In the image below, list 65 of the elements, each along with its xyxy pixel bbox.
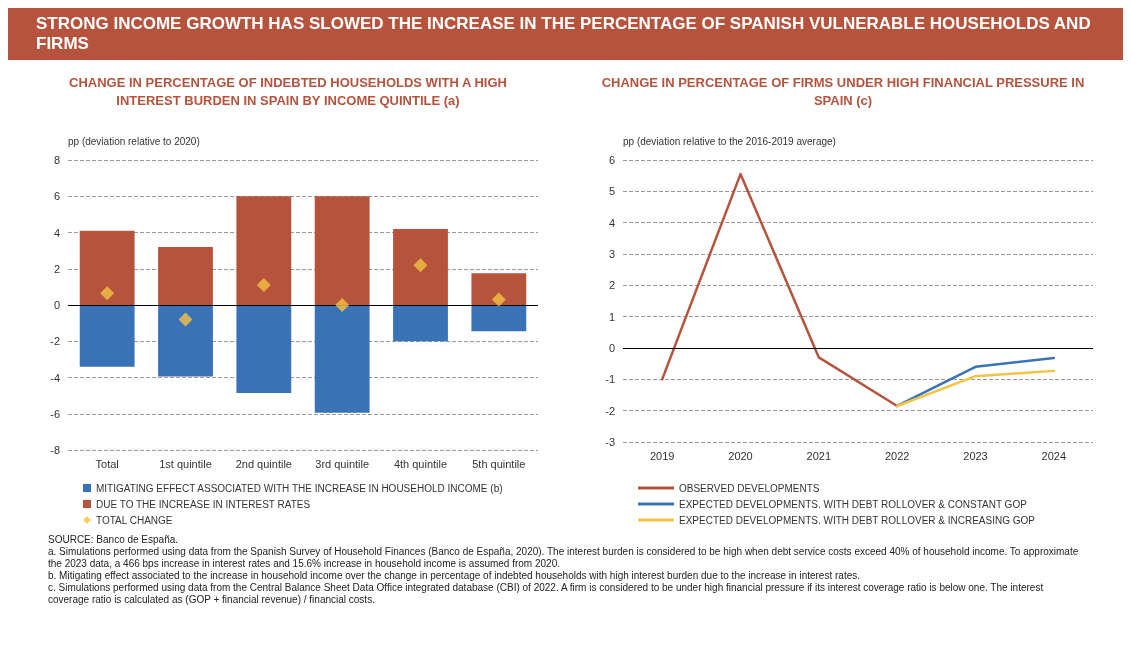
legend-label: TOTAL CHANGE — [96, 514, 173, 526]
y-tick-label: 0 — [608, 342, 615, 354]
y-tick-label: 5 — [608, 185, 615, 198]
y-tick-label: 3 — [608, 248, 615, 260]
chart-title: CHANGE IN PERCENTAGE OF INDEBTED HOUSEHOLDS WITH A HIGH INTEREST BURDEN IN SPAIN BY INCOME QUINTILE (a) — [69, 74, 507, 108]
y-tick-label: 6 — [608, 154, 615, 166]
y-tick-label: 4 — [53, 226, 60, 239]
point — [413, 258, 428, 273]
bar — [236, 305, 292, 393]
bar — [314, 196, 370, 305]
point — [100, 286, 115, 301]
legend-label: OBSERVED DEVELOPMENTS — [679, 482, 820, 494]
bar — [79, 230, 135, 305]
y-tick-label: 2 — [53, 262, 60, 275]
x-tick-label: 2nd quintile — [235, 457, 292, 470]
legend-label: EXPECTED DEVELOPMENTS. WITH DEBT ROLLOVER & CONSTANT GOP — [679, 498, 1028, 510]
x-tick-label: 2020 — [728, 449, 753, 462]
x-tick-label: 2024 — [1041, 449, 1067, 462]
text: b. Mitigating effect associated to the increase in household income over the change in percentage of indebted households with high interest burden due to the increase in interest rates. — [48, 570, 861, 582]
x-tick-label: 4th quintile — [393, 457, 448, 470]
y-tick-label: 8 — [53, 154, 60, 166]
bar — [393, 228, 448, 305]
bar — [314, 305, 370, 413]
y-tick-label: -3 — [605, 436, 615, 448]
y-axis-title: pp (deviation relative to the 2016-2019 average) — [623, 135, 836, 147]
y-tick-label: -4 — [50, 371, 60, 384]
bar — [236, 196, 292, 305]
y-tick-label: -1 — [605, 373, 615, 386]
y-tick-label: 1 — [608, 310, 615, 323]
y-tick-label: 4 — [608, 216, 615, 229]
x-tick-label: 3rd quintile — [315, 457, 370, 470]
x-tick-label: 2023 — [963, 449, 988, 462]
bar — [471, 305, 527, 332]
line-series — [660, 172, 899, 408]
text: STRONG INCOME GROWTH HAS SLOWED THE INCREASE IN THE PERCENTAGE OF SPANISH VULNERABLE HOUSEHOLDS AND FIRMS — [36, 14, 1092, 54]
y-tick-label: 2 — [608, 279, 615, 292]
y-tick-label: -8 — [50, 444, 60, 456]
y-tick-label: -2 — [50, 335, 60, 348]
legend-label: MITIGATING EFFECT ASSOCIATED WITH THE INCREASE IN HOUSEHOLD INCOME (b) — [96, 482, 503, 494]
point — [335, 298, 350, 312]
bar — [471, 273, 527, 305]
x-tick-label: 5th quintile — [472, 457, 526, 470]
point — [178, 312, 193, 327]
y-tick-label: -6 — [50, 407, 60, 420]
y-tick-label: 0 — [53, 299, 60, 311]
bar — [393, 305, 448, 342]
x-tick-label: 1st quintile — [159, 457, 212, 470]
y-axis-title: pp (deviation relative to 2020) — [68, 135, 200, 147]
bar — [158, 247, 213, 305]
legend-label: EXPECTED DEVELOPMENTS. WITH DEBT ROLLOVER & INCREASING GOP — [679, 514, 1036, 526]
bar — [79, 305, 135, 367]
point — [256, 278, 271, 293]
text: a. Simulations performed using data from the Spanish Survey of Household Finances (Banco de España, 2020). The interest burden is considered to be high when debt service costs exceed 40% of household income. To approximate the 2023 data, a 466 bps increase in interest rates and 15.6% increase in household income is assumed from 2020. — [48, 546, 1080, 570]
legend-label: DUE TO THE INCREASE IN INTEREST RATES — [96, 498, 311, 510]
x-tick-label: Total — [95, 457, 119, 470]
point — [491, 292, 506, 307]
source-note: SOURCE: Banco de España. — [48, 534, 180, 546]
x-tick-label: 2019 — [649, 449, 675, 462]
bar — [158, 305, 213, 377]
text: c. Simulations performed using data from the Central Balance Sheet Data Office integrated database (CBI) of 2022. A firm is considered to be under high financial pressure if its interest coverage ratio is below one. The interest coverage ratio is calculated as (GOP + financial revenue) / financial costs. — [48, 582, 1045, 606]
x-tick-label: 2021 — [806, 449, 832, 462]
x-tick-label: 2022 — [884, 449, 910, 462]
chart-title: CHANGE IN PERCENTAGE OF FIRMS UNDER HIGH FINANCIAL PRESSURE IN SPAIN (c) — [601, 74, 1085, 108]
y-tick-label: 6 — [53, 190, 60, 203]
y-tick-label: -2 — [605, 404, 615, 417]
